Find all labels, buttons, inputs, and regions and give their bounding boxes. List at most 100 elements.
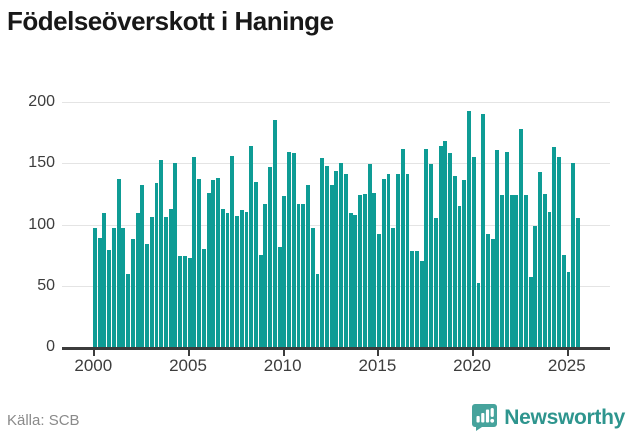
bar [173,163,178,347]
bar-series [93,102,608,347]
bar [358,195,363,347]
bar [377,234,381,347]
bar [325,165,329,347]
x-tick-label: 2020 [453,356,491,375]
bar [490,239,495,347]
bar [566,272,571,347]
bar [263,203,268,347]
bar [225,213,230,347]
chart-title: Födelseöverskott i Haninge [7,6,334,36]
y-tick-label: 100 [28,215,55,233]
bar [135,213,140,347]
bar [542,193,547,347]
bar [400,148,405,347]
bar [504,152,509,347]
bar [301,203,306,347]
bar [282,196,287,347]
x-tick [377,350,380,356]
bar [239,209,244,347]
y-tick-label: 200 [28,93,55,110]
bar [528,277,533,347]
bar [353,214,358,347]
bar-chart-speech-bubble-icon [472,404,498,431]
gridline-200 [62,102,610,103]
bar [419,261,424,347]
bar [547,212,552,347]
bar [272,120,277,347]
bar [433,218,438,347]
bar [159,159,164,347]
bar [519,128,524,347]
bar [571,163,576,347]
bar [216,177,220,347]
bar [443,141,448,347]
bar [192,157,197,347]
bar [140,185,145,347]
bar [438,146,443,347]
bar [533,225,538,347]
x-tick-label: 2025 [547,356,586,375]
bar [424,148,429,347]
x-tick [188,350,190,356]
bar [452,175,457,347]
bar [561,255,566,347]
bar [362,193,367,347]
bar [187,257,192,347]
bar [471,157,476,347]
x-tick [472,350,475,356]
bar [107,250,112,347]
bar [178,256,183,347]
bar [220,208,225,347]
bar [367,164,372,347]
bar [429,164,434,347]
x-tick-label: 2005 [169,356,207,375]
bar [552,147,557,347]
x-tick [282,350,285,356]
bar [206,192,211,347]
gridline-150 [62,163,610,165]
bar [381,179,386,347]
bar [372,192,377,347]
source-caption: Källa: SCB [7,412,80,429]
bar [391,228,396,347]
x-tick-label: 2015 [358,356,397,375]
bar [97,237,102,347]
bar [339,163,344,347]
bar [448,153,453,347]
bar [306,185,310,347]
bar [154,182,159,347]
y-tick-label: 0 [46,338,55,355]
bar [414,251,419,347]
bar [93,228,97,347]
x-tick-label: 2010 [263,356,302,375]
y-tick-label: 50 [37,276,55,294]
y-axis-labels: 0 50 100 150 200 [0,0,55,439]
bar [523,195,528,347]
bar [514,195,519,347]
bar [320,158,325,347]
bar [235,215,239,347]
bar [500,195,505,347]
bar [348,213,353,347]
bar [315,273,320,347]
bar [111,228,116,347]
bar [121,228,126,347]
x-tick [93,350,96,356]
bar [116,179,121,347]
bar [538,171,542,347]
bar [329,185,334,347]
bar [486,234,490,347]
y-tick-label: 150 [28,154,55,172]
bar [495,149,500,347]
brand-name: Newsworthy [504,405,625,429]
plot-area [62,102,610,350]
x-tick [566,350,569,356]
bar [182,256,187,347]
bar [405,174,410,347]
bar [509,195,514,347]
bar [310,228,315,347]
bar [168,208,173,347]
bar [557,157,561,347]
bar [277,246,282,347]
bar [467,110,471,347]
